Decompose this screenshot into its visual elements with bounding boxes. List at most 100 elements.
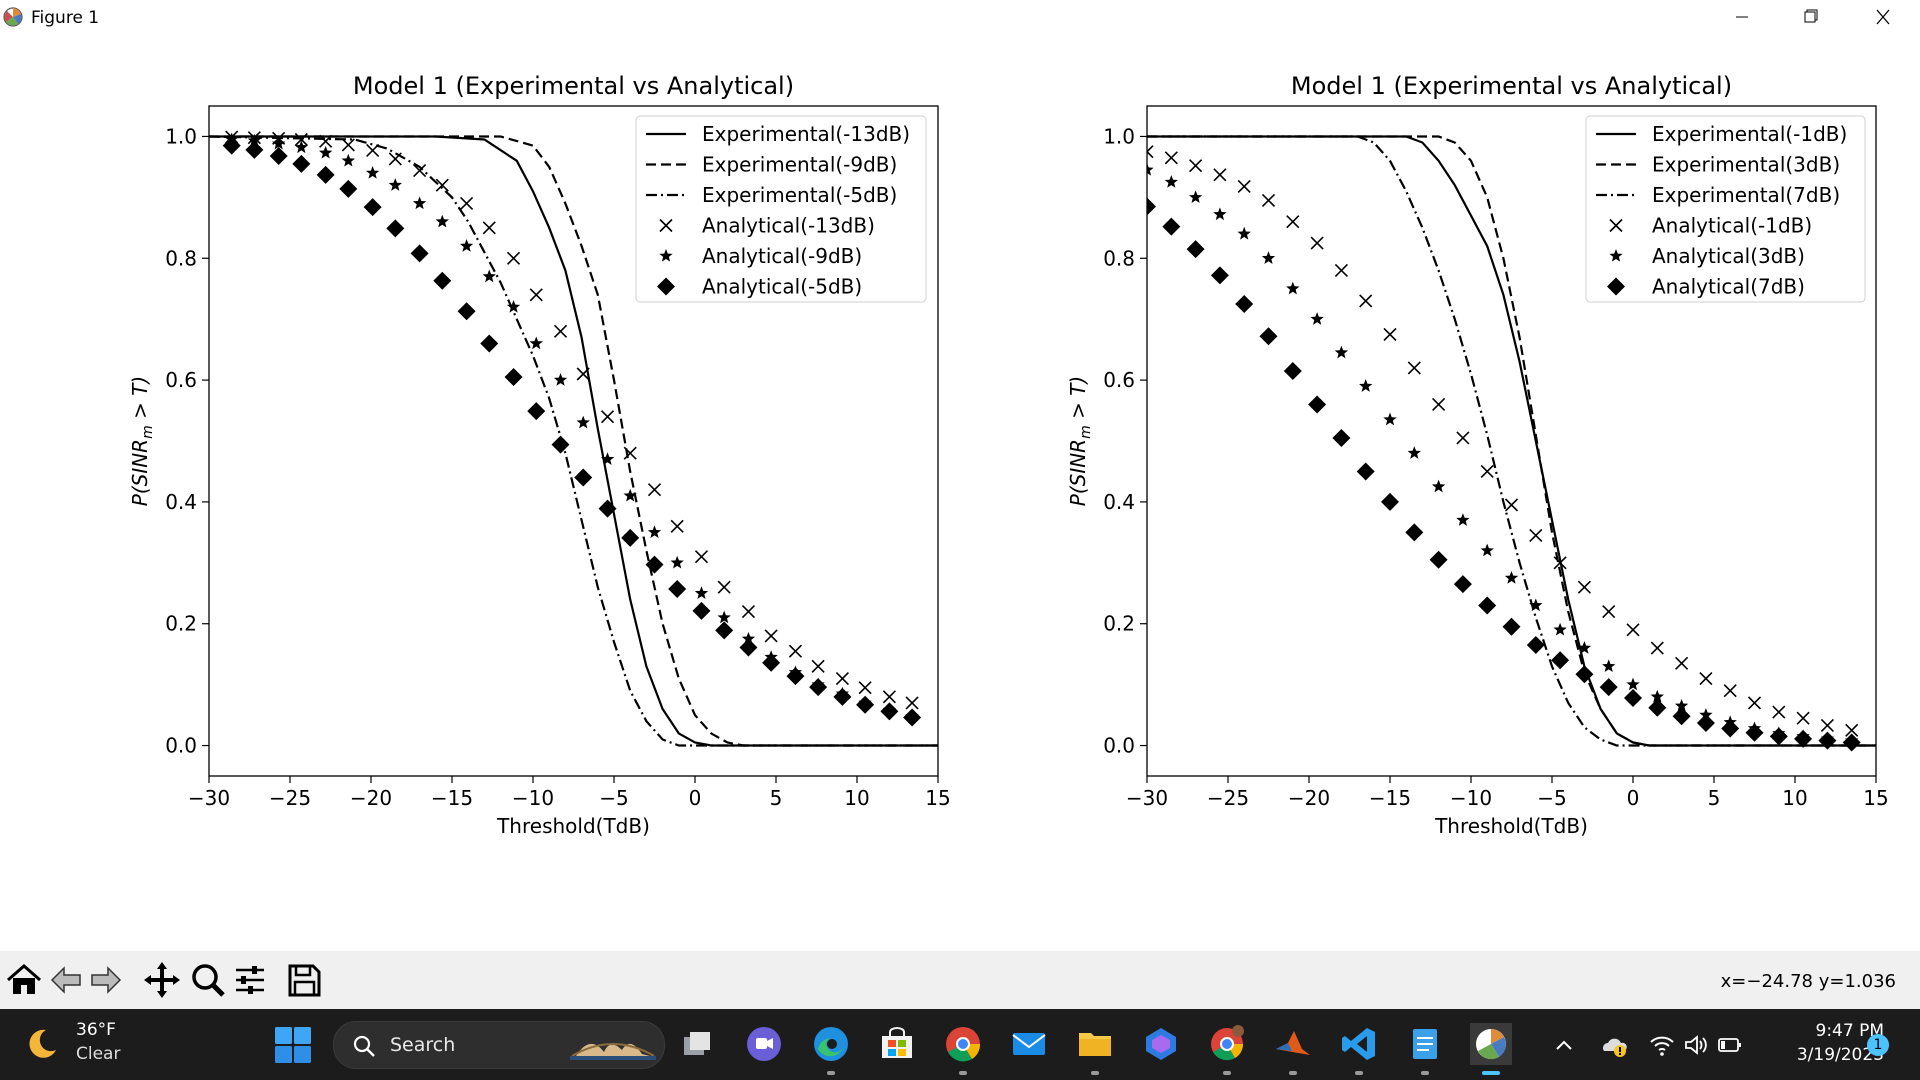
data-point: [1696, 714, 1715, 733]
notification-badge[interactable]: 1: [1867, 1034, 1889, 1056]
weather-temperature[interactable]: 36°F: [76, 1020, 116, 1040]
clock-date[interactable]: 3/19/2023: [1796, 1045, 1884, 1065]
data-point: [1504, 571, 1519, 584]
save-button[interactable]: [282, 958, 326, 1002]
data-point: [506, 300, 521, 313]
data-point: [717, 580, 731, 594]
x-tick-label: 15: [925, 786, 950, 810]
data-point: [1624, 689, 1642, 708]
data-point: [529, 288, 543, 302]
data-point: [670, 519, 684, 533]
chrome-button[interactable]: [942, 1023, 984, 1075]
zoom-button[interactable]: [186, 958, 230, 1002]
mail-button[interactable]: [1008, 1023, 1050, 1065]
legend-label: Analytical(7dB): [1652, 275, 1805, 299]
data-point: [576, 367, 590, 381]
data-point: [1188, 190, 1203, 204]
data-point: [222, 136, 241, 155]
data-point: [623, 488, 637, 502]
configure-subplots-icon: [236, 966, 264, 994]
data-point: [1529, 598, 1543, 612]
forward-button[interactable]: [84, 958, 128, 1002]
configure-subplots-button[interactable]: [228, 958, 272, 1002]
chrome-profile-button[interactable]: [1206, 1023, 1248, 1075]
close-button[interactable]: [1848, 0, 1916, 34]
data-point: [858, 681, 872, 695]
matplotlib-icon: [3, 7, 23, 27]
data-point: [1721, 719, 1740, 738]
data-point: [1675, 656, 1689, 670]
data-point: [480, 334, 499, 353]
data-point: [576, 415, 590, 429]
data-point: [788, 644, 803, 658]
data-point: [880, 702, 899, 721]
back-button[interactable]: [44, 958, 88, 1002]
edge-icon: [814, 1027, 848, 1061]
legend-marker: [1609, 218, 1623, 233]
wifi-icon[interactable]: [1648, 1031, 1676, 1059]
taskbar-search[interactable]: Search: [333, 1021, 665, 1069]
data-point: [1210, 266, 1229, 285]
y-tick-label: 0.0: [1103, 734, 1135, 758]
file-explorer-button[interactable]: [1074, 1023, 1116, 1075]
weather-condition[interactable]: Clear: [76, 1044, 121, 1064]
x-tick-label: 10: [844, 786, 869, 810]
windows-start-icon[interactable]: [273, 1025, 313, 1065]
data-point: [1453, 575, 1472, 594]
legend-label: Analytical(-1dB): [1652, 214, 1812, 238]
data-point: [504, 368, 523, 387]
data-point: [1553, 556, 1567, 570]
data-point: [1626, 623, 1640, 637]
store-icon: [882, 1027, 912, 1058]
search-icon: [353, 1035, 375, 1057]
data-point: [670, 555, 684, 569]
data-point: [1456, 513, 1470, 526]
data-point: [457, 302, 476, 321]
data-point: [1842, 733, 1861, 752]
data-point: [527, 402, 546, 421]
data-point: [1213, 168, 1227, 182]
data-point: [786, 667, 805, 686]
python-figure-icon: [1468, 1021, 1514, 1067]
data-point: [294, 132, 308, 147]
chat-icon: [747, 1027, 781, 1061]
minimize-button[interactable]: [1708, 0, 1776, 34]
vscode-button[interactable]: [1338, 1023, 1380, 1075]
data-point: [1164, 151, 1178, 165]
legend-marker: [1609, 249, 1623, 262]
home-button[interactable]: [2, 958, 46, 1002]
matlab-button[interactable]: [1272, 1023, 1314, 1075]
data-point: [459, 239, 474, 252]
taskbar: 36°F Clear Search: [0, 1009, 1920, 1080]
store-button[interactable]: [876, 1023, 918, 1065]
axes-frame: [1146, 105, 1877, 777]
task-view-button[interactable]: [676, 1023, 718, 1065]
moon-icon[interactable]: [24, 1026, 60, 1062]
battery-icon[interactable]: [1716, 1031, 1744, 1059]
data-point: [1602, 659, 1616, 673]
pan-button[interactable]: [140, 958, 184, 1002]
data-point: [433, 271, 452, 290]
chat-button[interactable]: [743, 1023, 785, 1065]
notepad-button[interactable]: [1404, 1023, 1446, 1075]
plot-area: [1147, 135, 1876, 752]
restore-button[interactable]: [1776, 0, 1844, 34]
y-tick-label: 0.6: [165, 368, 197, 392]
copilot-button[interactable]: [1140, 1023, 1182, 1065]
x-tick-label: 5: [1708, 786, 1721, 810]
python-figure-button[interactable]: [1468, 1021, 1514, 1075]
legend-marker: [659, 249, 673, 262]
legend-label: Analytical(3dB): [1652, 244, 1805, 268]
figure-canvas[interactable]: Model 1 (Experimental vs Analytical) −30 −…: [0, 34, 1920, 951]
data-point: [318, 145, 333, 159]
clock-time[interactable]: 9:47 PM: [1815, 1021, 1885, 1041]
data-point: [1286, 215, 1300, 229]
data-point: [1407, 361, 1421, 375]
chevron-up-icon[interactable]: [1552, 1033, 1576, 1057]
data-point: [835, 671, 849, 686]
onedrive-warning-icon[interactable]: [1600, 1031, 1628, 1059]
data-point: [319, 134, 333, 148]
legend: Experimental(-13dB) Experimental(-9dB) Exp…: [635, 115, 927, 303]
edge-button[interactable]: [810, 1023, 852, 1075]
speaker-icon[interactable]: [1682, 1031, 1710, 1059]
